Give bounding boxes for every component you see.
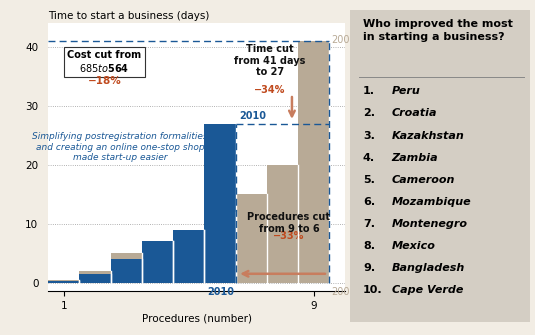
Bar xyxy=(267,165,298,283)
Text: 5.: 5. xyxy=(363,175,375,185)
Text: 4.: 4. xyxy=(363,153,375,163)
Text: 2010: 2010 xyxy=(207,287,234,297)
Bar xyxy=(79,274,111,283)
Text: Bangladesh: Bangladesh xyxy=(392,263,465,273)
Text: 1.: 1. xyxy=(363,86,375,96)
Text: 10.: 10. xyxy=(363,285,383,295)
Bar xyxy=(111,259,142,283)
Text: Time cut
from 41 days
to 27: Time cut from 41 days to 27 xyxy=(234,44,305,77)
Text: 6.: 6. xyxy=(363,197,375,207)
Text: 9.: 9. xyxy=(363,263,375,273)
Text: 2009: 2009 xyxy=(331,35,356,45)
Bar xyxy=(173,229,204,283)
Text: Who improved the most
in starting a business?: Who improved the most in starting a busi… xyxy=(363,19,513,42)
Bar xyxy=(236,194,267,283)
Text: 7.: 7. xyxy=(363,219,375,229)
Text: Simplifying postregistration formalities
and creating an online one-stop shop
ma: Simplifying postregistration formalities… xyxy=(32,132,208,162)
Text: 3.: 3. xyxy=(363,131,375,141)
Bar xyxy=(204,212,236,283)
Bar xyxy=(173,229,204,283)
Bar xyxy=(204,124,236,283)
Text: Montenegro: Montenegro xyxy=(392,219,468,229)
Text: Zambia: Zambia xyxy=(392,153,438,163)
Text: Peru: Peru xyxy=(392,86,421,96)
Bar xyxy=(111,253,142,283)
Text: 2009: 2009 xyxy=(331,287,356,297)
Text: −33%: −33% xyxy=(273,231,304,241)
Text: Cost cut from
$685 to $564: Cost cut from $685 to $564 xyxy=(67,50,141,74)
Text: 8.: 8. xyxy=(363,241,375,251)
Text: Procedures cut
from 9 to 6: Procedures cut from 9 to 6 xyxy=(247,212,330,233)
Text: −34%: −34% xyxy=(254,85,286,95)
Bar xyxy=(79,271,111,283)
Text: Time to start a business (days): Time to start a business (days) xyxy=(48,11,210,21)
Text: −18%: −18% xyxy=(88,76,121,86)
Text: 2010: 2010 xyxy=(239,111,266,121)
Text: Cameroon: Cameroon xyxy=(392,175,455,185)
Text: Cape Verde: Cape Verde xyxy=(392,285,463,295)
Bar xyxy=(142,242,173,283)
X-axis label: Procedures (number): Procedures (number) xyxy=(142,314,251,324)
Bar xyxy=(298,41,330,283)
Text: Croatia: Croatia xyxy=(392,109,437,119)
Bar xyxy=(142,242,173,283)
Text: Mozambique: Mozambique xyxy=(392,197,471,207)
Bar xyxy=(48,280,79,283)
Text: Kazakhstan: Kazakhstan xyxy=(392,131,464,141)
Text: 2.: 2. xyxy=(363,109,375,119)
Text: Mexico: Mexico xyxy=(392,241,435,251)
Bar xyxy=(48,281,79,283)
